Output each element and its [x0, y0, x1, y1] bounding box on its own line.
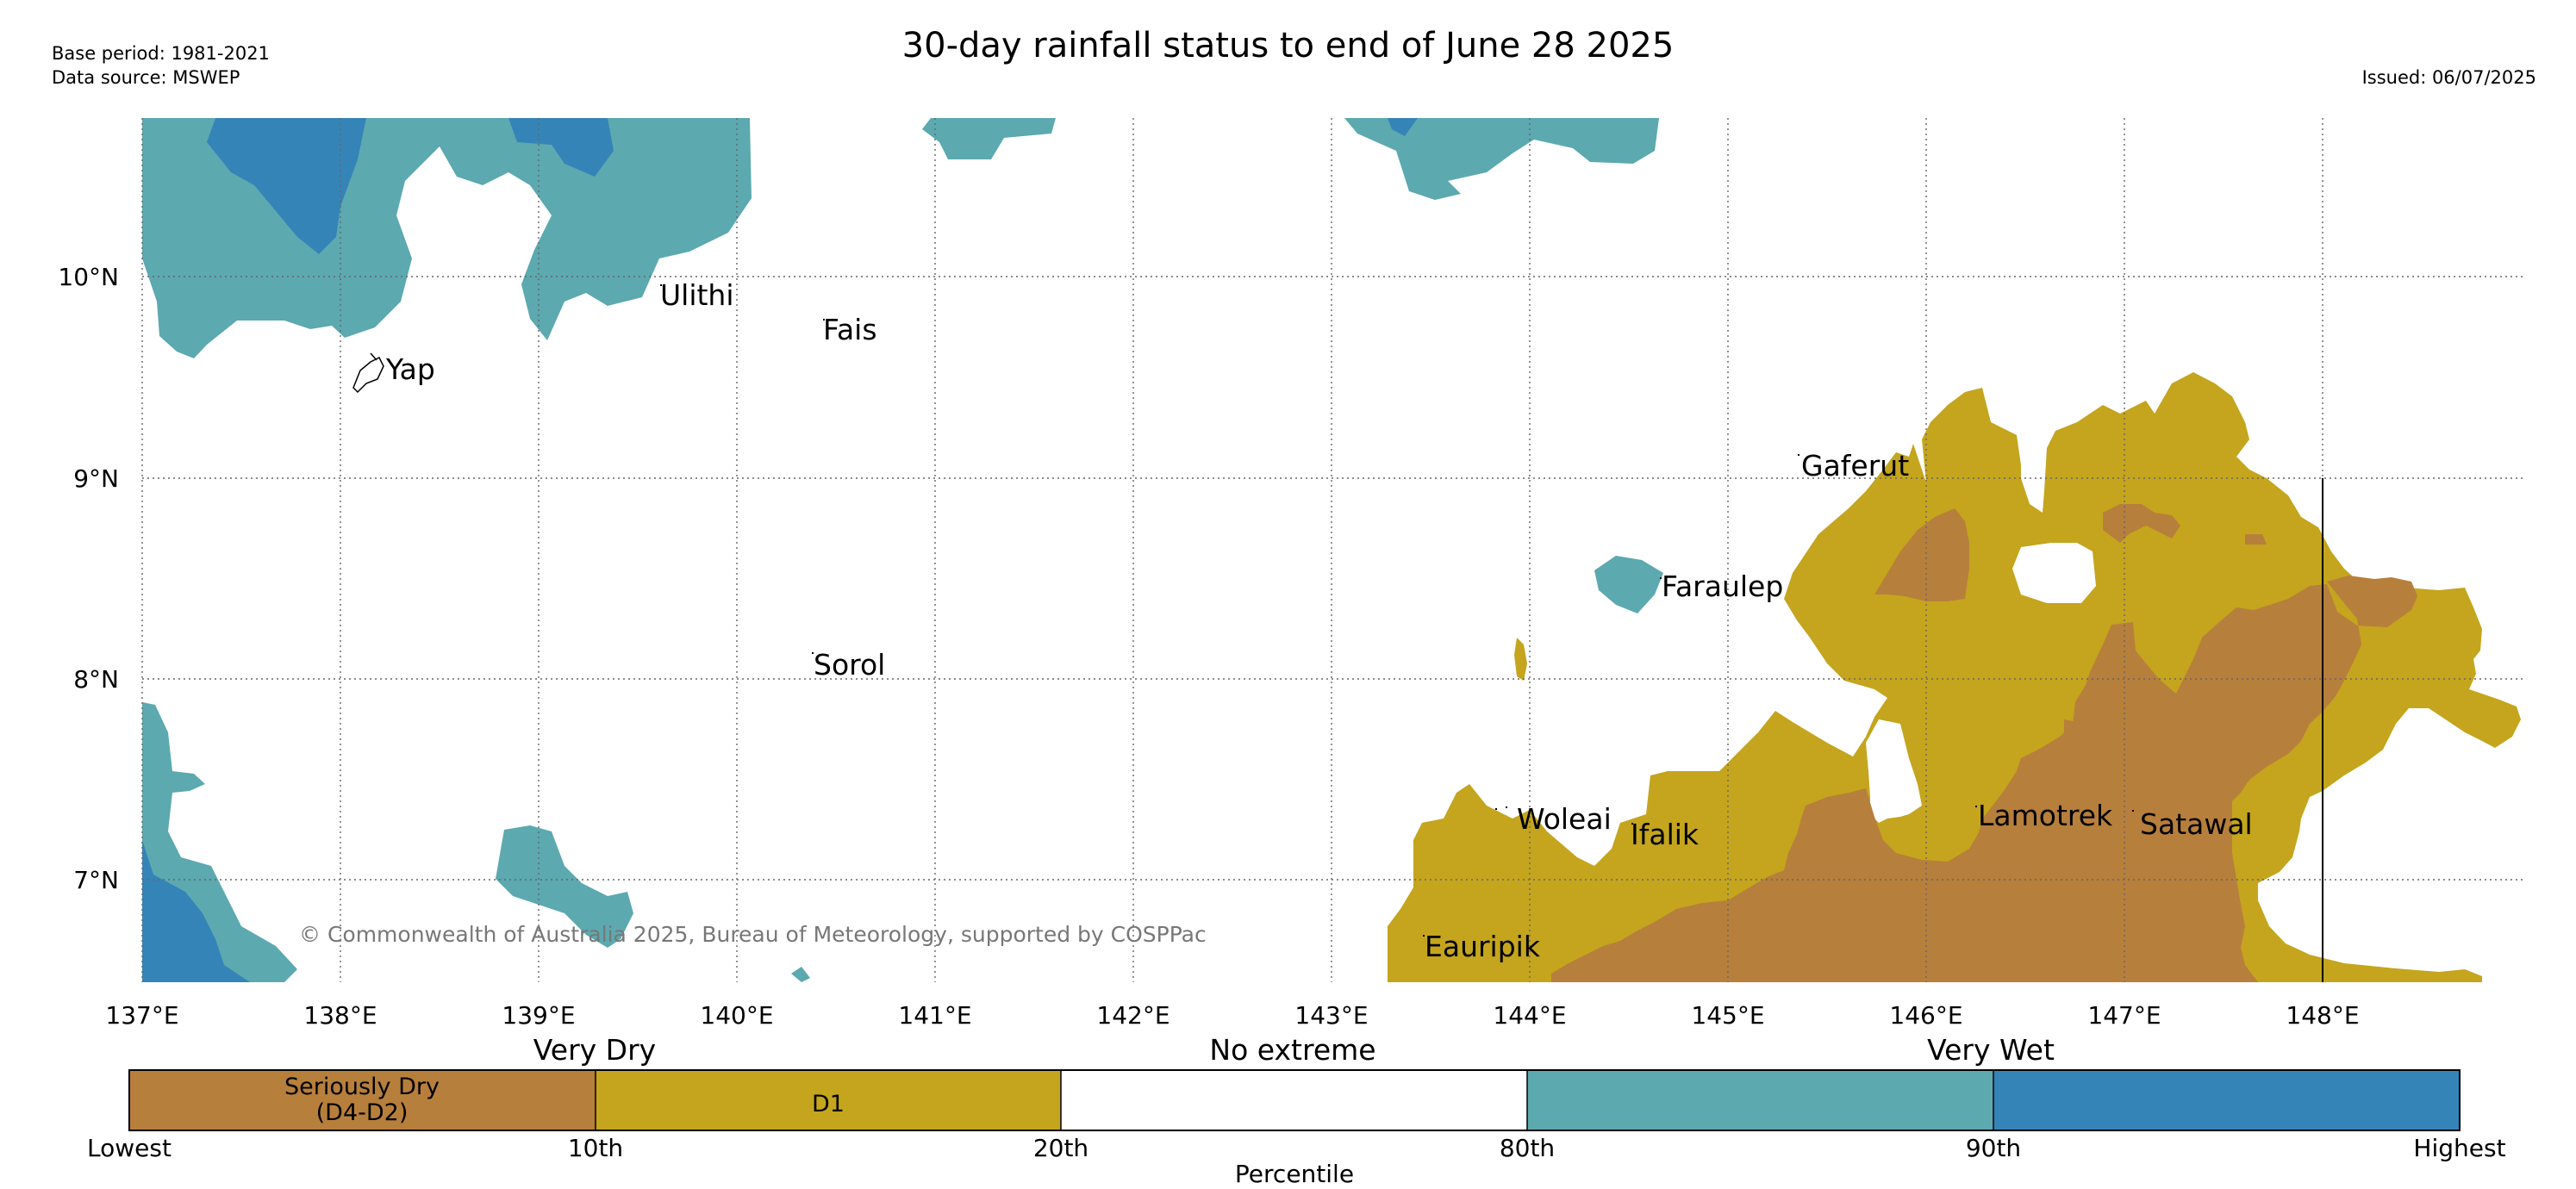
svg-text:142°E: 142°E — [1096, 1001, 1169, 1030]
wet-patch-small — [791, 967, 810, 982]
svg-text:80th: 80th — [1500, 1134, 1555, 1162]
legend-axis-label: Percentile — [1235, 1160, 1354, 1188]
very-wet-region-northwest — [207, 118, 366, 254]
legend-swatch-seriously-dry — [129, 1070, 596, 1130]
issued-date: Issued: 06/07/2025 — [2361, 67, 2536, 88]
place-label-gaferut: Gaferut — [1801, 449, 1909, 482]
legend-colorbar — [128, 1069, 2461, 1131]
legend-tick-labels: Lowest 10th 20th 80th 90th Highest — [87, 1134, 2506, 1162]
svg-text:10th: 10th — [568, 1134, 623, 1162]
svg-text:Lowest: Lowest — [87, 1134, 172, 1162]
gridlines — [141, 118, 2524, 982]
legend-group-labels: Very Dry No extreme Very Wet — [533, 1033, 2055, 1067]
place-label-woleai: Woleai — [1517, 802, 1612, 836]
seriously-dry-patch-northeast — [2103, 504, 2180, 543]
legend-swatch-no-extreme — [1061, 1070, 1527, 1130]
page-title: 30-day rainfall status to end of June 28… — [901, 26, 1675, 65]
latitude-labels: 10°N 9°N 8°N 7°N — [58, 263, 119, 894]
legend-very-dry-label: Very Dry — [533, 1033, 656, 1067]
svg-text:145°E: 145°E — [1691, 1001, 1764, 1030]
island-outlines — [352, 352, 384, 394]
legend-no-extreme-label: No extreme — [1209, 1033, 1375, 1067]
svg-text:147°E: 147°E — [2087, 1001, 2161, 1030]
svg-text:Highest: Highest — [2413, 1134, 2505, 1162]
svg-text:138°E: 138°E — [303, 1001, 377, 1030]
svg-text:140°E: 140°E — [700, 1001, 773, 1030]
seriously-dry-region-southeast — [1551, 576, 2417, 982]
copyright-notice: © Commonwealth of Australia 2025, Bureau… — [299, 922, 1207, 947]
map-shading — [142, 118, 2521, 982]
svg-text:148°E: 148°E — [2286, 1001, 2359, 1030]
svg-text:9°N: 9°N — [73, 464, 119, 493]
seriously-dry-patch-east — [2163, 737, 2198, 763]
legend-d1-label: D1 — [812, 1091, 845, 1117]
legend-swatch-very-wet — [1993, 1070, 2460, 1130]
place-label-fais: Fais — [823, 313, 877, 346]
yap-outline — [352, 356, 384, 394]
svg-text:20th: 20th — [1033, 1134, 1088, 1162]
svg-text:141°E: 141°E — [898, 1001, 971, 1030]
wet-patch-faraulep — [1594, 556, 1663, 613]
very-wet-patch-north — [508, 118, 614, 177]
svg-text:90th: 90th — [1966, 1134, 2021, 1162]
place-label-ifalik: Ifalik — [1631, 818, 1700, 851]
seriously-dry-patch-small — [2245, 534, 2267, 545]
legend-very-wet-label: Very Wet — [1927, 1033, 2055, 1067]
svg-text:139°E: 139°E — [502, 1001, 575, 1030]
d1-patch-west — [1514, 638, 1527, 681]
place-label-eauripik: Eauripik — [1425, 930, 1541, 963]
place-labels: Yap Ulithi Fais Gaferut Faraulep Sorol W… — [385, 278, 2253, 963]
base-period: Base period: 1981-2021 — [52, 43, 270, 64]
legend-swatch-d1 — [596, 1070, 1061, 1130]
d1-patch-tiny — [1995, 556, 2004, 569]
wet-patch-north-central — [922, 118, 1056, 159]
svg-text:8°N: 8°N — [73, 665, 119, 694]
svg-text:10°N: 10°N — [58, 263, 119, 291]
place-label-sorol: Sorol — [814, 648, 885, 682]
wet-patch-south-central — [496, 825, 633, 948]
legend-swatch-wet — [1527, 1070, 1993, 1130]
place-label-satawal: Satawal — [2140, 807, 2253, 841]
svg-text:137°E: 137°E — [105, 1001, 178, 1030]
wet-patch-north-east — [1344, 118, 1659, 200]
very-wet-region-southwest — [142, 840, 250, 982]
svg-text:146°E: 146°E — [1889, 1001, 1962, 1030]
svg-text:143°E: 143°E — [1294, 1001, 1368, 1030]
longitude-labels: 137°E 138°E 139°E 140°E 141°E 142°E 143°… — [105, 1001, 2359, 1030]
legend-seriously-dry-line1: Seriously Dry — [284, 1074, 440, 1100]
very-wet-patch-north-east — [1388, 118, 1418, 136]
legend-seriously-dry-line2: (D4-D2) — [316, 1099, 409, 1126]
place-label-faraulep: Faraulep — [1662, 570, 1783, 603]
d1-region-southeast — [1388, 372, 2521, 982]
seriously-dry-patch-north — [1874, 508, 1969, 601]
place-label-yap: Yap — [385, 352, 435, 386]
legend-category-labels: Seriously Dry (D4-D2) D1 — [284, 1074, 845, 1126]
svg-text:144°E: 144°E — [1493, 1001, 1566, 1030]
island-dots — [660, 284, 2134, 937]
place-label-lamotrek: Lamotrek — [1978, 799, 2113, 832]
place-label-ulithi: Ulithi — [660, 278, 734, 312]
data-source: Data source: MSWEP — [52, 67, 240, 88]
svg-text:7°N: 7°N — [73, 866, 119, 894]
